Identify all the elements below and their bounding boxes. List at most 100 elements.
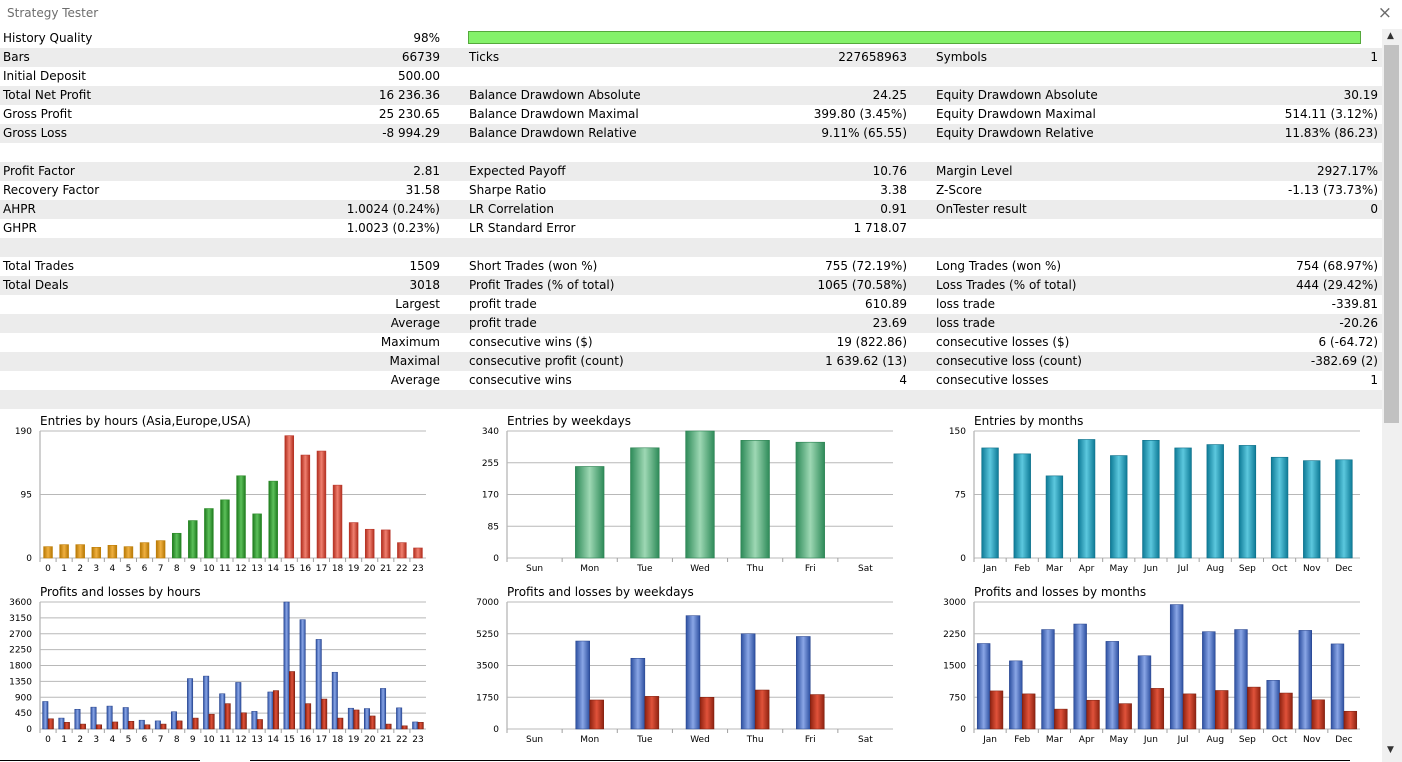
- entry-bar: [1142, 440, 1160, 559]
- loss-bar: [1054, 708, 1068, 730]
- profit-bar: [1009, 660, 1023, 730]
- y-tick-label: 0: [960, 554, 966, 564]
- entry-bar: [236, 475, 246, 559]
- loss-bar: [1086, 699, 1100, 730]
- loss-bar: [385, 723, 392, 730]
- y-tick-label: 2250: [943, 630, 966, 640]
- y-tick-label: 1500: [943, 662, 966, 672]
- stat-label: consecutive losses ($): [936, 335, 1070, 349]
- entry-bar: [171, 532, 182, 559]
- stat-value: 6 (-64.72): [1318, 335, 1379, 349]
- x-tick-label: 11: [219, 564, 230, 574]
- y-tick-label: 3600: [9, 598, 32, 608]
- bottom-divider: [250, 760, 1350, 761]
- stat-label: GHPR: [3, 221, 37, 235]
- stats-row-maximum: Maximum consecutive wins ($) 19 (822.86)…: [0, 333, 1382, 352]
- stat-label: Maximum: [380, 335, 440, 349]
- statistics-table: History Quality 98% Bars 66739 Ticks 227…: [0, 29, 1382, 409]
- x-tick-label: 22: [396, 564, 407, 574]
- x-tick-label: Aug: [1206, 735, 1224, 745]
- profit-bar: [1137, 655, 1152, 730]
- stat-label: Balance Drawdown Maximal: [469, 107, 639, 121]
- loss-bar: [417, 722, 424, 730]
- x-tick-label: Feb: [1014, 735, 1030, 745]
- stat-label: Profit Factor: [3, 164, 75, 178]
- x-tick-label: 7: [158, 735, 164, 745]
- stats-row-spacer: [0, 238, 1382, 257]
- stat-label: Balance Drawdown Absolute: [469, 88, 641, 102]
- stat-value: 3018: [409, 278, 440, 292]
- scroll-up-icon[interactable]: ▲: [1387, 31, 1394, 41]
- entry-bar: [575, 466, 605, 559]
- x-tick-label: Sep: [1239, 735, 1256, 745]
- x-tick-label: 2: [77, 735, 83, 745]
- x-tick-label: 18: [332, 564, 344, 574]
- x-tick-label: Mar: [1046, 735, 1063, 745]
- stat-value: 755 (72.19%): [825, 259, 907, 273]
- stat-label: Equity Drawdown Relative: [936, 126, 1094, 140]
- close-icon[interactable]: ×: [1377, 3, 1392, 23]
- profit-bar: [251, 711, 258, 730]
- loss-bar: [1247, 686, 1261, 730]
- x-tick-label: 17: [316, 735, 327, 745]
- x-tick-label: 23: [412, 735, 423, 745]
- x-tick-label: 4: [110, 735, 116, 745]
- stat-value: -339.81: [1331, 297, 1378, 311]
- loss-bar: [644, 696, 660, 730]
- x-tick-label: Mar: [1046, 564, 1063, 574]
- x-tick-label: 6: [142, 735, 148, 745]
- x-tick-label: Jul: [1177, 735, 1189, 745]
- stat-label: Z-Score: [936, 183, 982, 197]
- chart-title: Profits and losses by months: [974, 585, 1147, 599]
- stat-value: 1.0023 (0.23%): [346, 221, 440, 235]
- entry-bar: [397, 542, 407, 559]
- loss-bar: [1215, 690, 1229, 730]
- chart-profits-losses-by-months-svg: 0 750 1500 2250 3000 Jan Feb Mar Apr May Jun Jul Aug…: [943, 598, 1360, 745]
- loss-bar: [1182, 693, 1197, 730]
- x-tick-label: Jun: [1143, 735, 1158, 745]
- profit-bar: [396, 707, 403, 730]
- x-tick-label: 8: [174, 564, 180, 574]
- entry-bar: [740, 440, 770, 559]
- stat-label: Expected Payoff: [469, 164, 566, 178]
- stat-label: loss trade: [936, 316, 995, 330]
- bottom-divider: [0, 760, 200, 761]
- entry-bar: [364, 528, 375, 559]
- stat-label: OnTester result: [936, 202, 1027, 216]
- y-tick-label: 3150: [9, 614, 32, 624]
- entry-bar: [59, 544, 69, 559]
- chart-profits-losses-by-months: 0 750 1500 2250 3000 Jan Feb Mar Apr May Jun Jul Aug…: [934, 578, 1394, 750]
- entry-bar: [1238, 445, 1257, 559]
- profit-bar: [1266, 680, 1280, 730]
- profit-bar: [219, 693, 226, 730]
- x-tick-label: Feb: [1014, 564, 1030, 574]
- scrollbar-thumb[interactable]: [1384, 45, 1399, 423]
- loss-bar: [699, 697, 715, 730]
- stat-value: 399.80 (3.45%): [813, 107, 907, 121]
- x-tick-label: Fri: [805, 735, 816, 745]
- y-tick-label: 0: [26, 554, 32, 564]
- profit-bar: [685, 615, 701, 730]
- entry-bar: [795, 441, 825, 559]
- stat-label: Total Net Profit: [3, 88, 92, 102]
- stat-value: 16 236.36: [378, 88, 440, 102]
- x-tick-label: 5: [126, 564, 132, 574]
- scroll-down-icon[interactable]: ▼: [1387, 745, 1394, 755]
- x-tick-label: 0: [45, 564, 51, 574]
- y-tick-label: 0: [26, 725, 32, 735]
- entry-bar: [268, 480, 278, 559]
- vertical-scrollbar[interactable]: ▲ ▼: [1382, 29, 1402, 762]
- stats-row-spacer: [0, 143, 1382, 162]
- chart-title: Profits and losses by hours: [40, 585, 201, 599]
- x-tick-label: 9: [190, 735, 196, 745]
- x-tick-label: Thu: [746, 735, 764, 745]
- entry-bar: [981, 447, 999, 559]
- loss-bar: [208, 713, 215, 730]
- stats-row-profit-factor: Profit Factor 2.81 Expected Payoff 10.76…: [0, 162, 1382, 181]
- stat-value: 25 230.65: [378, 107, 440, 121]
- x-tick-label: 20: [364, 564, 376, 574]
- stats-row-total-trades: Total Trades 1509 Short Trades (won %) 7…: [0, 257, 1382, 276]
- profit-bar: [575, 640, 590, 730]
- x-tick-label: Apr: [1079, 735, 1095, 745]
